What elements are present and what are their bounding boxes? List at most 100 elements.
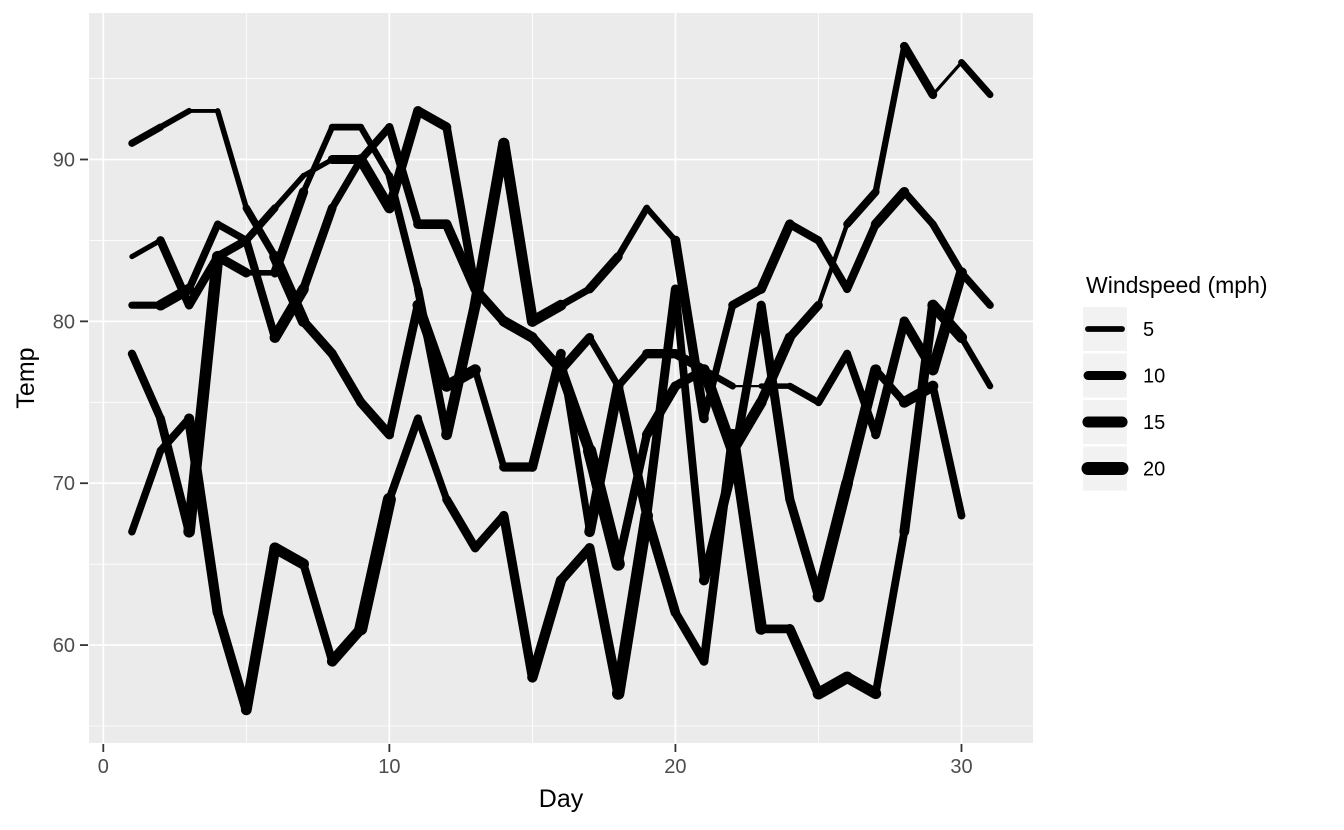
- line-segment: [698, 364, 739, 457]
- line-segment: [841, 671, 882, 700]
- line-segment: [469, 137, 510, 311]
- line-segment: [412, 299, 453, 392]
- line-segment: [328, 155, 365, 212]
- line-segment: [155, 283, 195, 311]
- line-segment: [816, 221, 850, 308]
- line-segment: [499, 316, 537, 342]
- line-segment: [931, 60, 964, 97]
- y-tick-label: 80: [53, 311, 75, 333]
- line-segment: [585, 252, 623, 294]
- line-series-september: [128, 107, 966, 603]
- line-segment: [326, 623, 367, 667]
- line-segment: [272, 172, 307, 211]
- line-segment: [614, 204, 651, 260]
- line-segment: [785, 220, 823, 245]
- line-segment: [356, 123, 394, 164]
- line-segment: [871, 527, 909, 698]
- line-segment: [784, 623, 824, 699]
- line-segment: [185, 220, 222, 293]
- line-segment: [242, 204, 279, 245]
- y-tick-label: 70: [53, 473, 75, 495]
- line-segment: [670, 235, 709, 424]
- line-segment: [356, 397, 395, 440]
- line-segment: [698, 461, 738, 586]
- line-segment: [242, 204, 279, 261]
- line-segment: [586, 334, 622, 390]
- line-segment: [614, 349, 651, 390]
- line-segment: [557, 350, 594, 536]
- line-segment: [898, 380, 939, 408]
- line-segment: [298, 316, 337, 359]
- line-segment: [899, 41, 938, 100]
- x-tick-label: 20: [664, 756, 686, 778]
- line-segment: [929, 220, 966, 277]
- line-segment: [958, 334, 994, 390]
- y-tick-label: 60: [53, 635, 75, 657]
- line-segment: [900, 188, 937, 228]
- line-segment: [756, 219, 795, 294]
- line-segment: [213, 236, 251, 261]
- line-segment: [612, 509, 653, 700]
- line-segment: [300, 124, 336, 195]
- line-series-july: [129, 123, 994, 441]
- line-segment: [499, 510, 538, 683]
- x-tick-label: 30: [950, 756, 972, 778]
- line-segment: [213, 251, 251, 278]
- line-segment: [756, 332, 795, 408]
- line-segment: [269, 250, 310, 327]
- line-segment: [643, 205, 679, 244]
- legend-entry-label: 10: [1143, 366, 1165, 388]
- line-segment: [527, 348, 566, 472]
- line-segment: [671, 285, 708, 585]
- line-segment: [299, 560, 337, 666]
- line-segment: [129, 237, 164, 260]
- line-segment: [441, 299, 481, 441]
- line-segment: [184, 252, 222, 310]
- line-segment: [958, 59, 994, 99]
- line-segment: [899, 316, 938, 375]
- line-segment: [357, 123, 393, 179]
- line-segment: [756, 300, 795, 504]
- line-segment: [584, 543, 624, 699]
- line-series-may: [128, 299, 994, 716]
- line-segment: [212, 607, 252, 715]
- line-segment: [957, 269, 994, 309]
- line-segment: [299, 203, 337, 294]
- line-segment: [870, 186, 910, 230]
- line-segment: [843, 349, 880, 439]
- line-segment: [812, 477, 853, 603]
- line-segment: [385, 171, 422, 293]
- line-segment: [785, 300, 823, 342]
- line-segment: [128, 447, 165, 536]
- line-segment: [843, 187, 880, 229]
- x-axis-title: Day: [538, 785, 584, 813]
- line-segment: [527, 575, 567, 683]
- line-segment: [300, 156, 335, 179]
- line-segment: [613, 381, 652, 521]
- line-segment: [584, 380, 624, 538]
- line-segment: [157, 107, 193, 131]
- line-segment: [156, 414, 194, 537]
- line-segment: [127, 349, 165, 423]
- line-segment: [899, 300, 938, 537]
- line-segment: [327, 349, 366, 407]
- legend-title: Windspeed (mph): [1086, 272, 1268, 298]
- line-segment: [928, 382, 966, 520]
- line-segment: [841, 364, 882, 489]
- x-tick-label: 0: [98, 756, 109, 778]
- line-segment: [413, 106, 452, 132]
- line-segment: [269, 542, 310, 570]
- line-segment: [470, 511, 509, 553]
- line-segment: [671, 608, 709, 666]
- line-segment: [441, 219, 481, 294]
- line-segment: [471, 366, 508, 471]
- line-segment: [214, 108, 250, 211]
- line-segment: [728, 300, 766, 472]
- line-segment: [641, 510, 681, 618]
- line-segment: [385, 300, 423, 440]
- line-segment: [613, 430, 652, 569]
- line-segment: [128, 123, 165, 147]
- line-segment: [498, 137, 538, 327]
- line-segment: [728, 284, 766, 310]
- line-segment: [183, 250, 224, 538]
